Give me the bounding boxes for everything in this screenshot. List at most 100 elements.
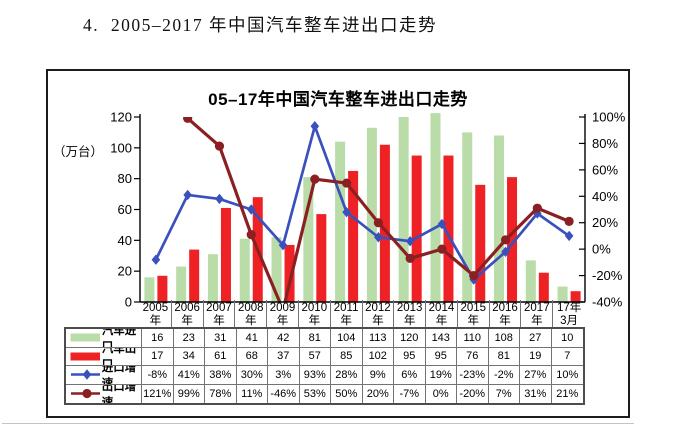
left-tick-label: 20 — [118, 264, 132, 279]
right-tick-label: 0% — [592, 242, 611, 257]
line-series-进口增速 — [151, 121, 574, 285]
diamond-marker — [437, 218, 447, 230]
x-category-cell: 2015 年 — [458, 300, 490, 327]
value-cell: 99% — [174, 384, 205, 403]
value-cell: 7 — [551, 348, 583, 366]
diamond-marker — [374, 232, 383, 243]
right-tick-label: 60% — [592, 162, 618, 177]
value-cell: 61 — [205, 347, 237, 366]
bar — [398, 117, 409, 302]
x-category-cell: 2005 年 — [140, 300, 172, 327]
circle-marker — [183, 117, 193, 123]
value-cell: 81 — [299, 329, 331, 348]
value-cell: 19 — [520, 347, 552, 366]
value-cell: 17 — [142, 347, 174, 366]
value-cell: -20% — [457, 384, 489, 403]
bar — [176, 266, 187, 302]
value-cell: 81 — [488, 347, 520, 366]
value-cell: 108 — [488, 329, 520, 348]
circle-marker — [469, 270, 479, 281]
circle-marker — [246, 230, 256, 240]
value-cell: 53% — [300, 384, 331, 403]
bar — [239, 238, 250, 302]
bar — [144, 277, 155, 302]
x-category-cell: 2009 年 — [267, 300, 299, 327]
x-category-cell: 17年 3月 — [556, 302, 582, 327]
circle-marker — [405, 253, 415, 263]
left-tick-label: 80 — [118, 171, 132, 186]
x-category-cell: 2017 年 — [521, 300, 554, 327]
value-cell: -23% — [457, 366, 489, 385]
bar — [411, 155, 422, 302]
bar — [284, 244, 295, 302]
value-cell: -8% — [142, 366, 174, 385]
left-tick-label: 60 — [118, 202, 132, 217]
circle-marker — [214, 141, 225, 151]
series-name: 汽车出口 — [101, 347, 137, 366]
diamond-marker — [501, 246, 510, 257]
bar — [303, 177, 314, 302]
circle-marker — [82, 389, 92, 399]
circle-marker — [532, 203, 542, 213]
value-cell: -46% — [268, 384, 300, 403]
trend-line — [154, 121, 570, 282]
value-cell: 41 — [236, 329, 268, 348]
value-cell: 28% — [331, 366, 363, 385]
value-cell: 50% — [331, 384, 363, 403]
legend-cell-出口增速: 出口增速 — [66, 384, 142, 404]
bar — [207, 254, 218, 302]
bar — [475, 184, 486, 302]
circle-marker — [342, 178, 352, 188]
diamond-marker — [246, 204, 256, 215]
line-series-出口增速 — [151, 85, 574, 302]
left-tick-label: 0 — [125, 295, 132, 310]
trend-line — [183, 117, 570, 302]
x-category-cell: 2013 年 — [394, 300, 427, 327]
value-cell: 120 — [394, 329, 426, 348]
page-heading: 4. 2005–2017 年中国汽车整车进出口走势 — [83, 15, 437, 35]
value-cell: 6% — [394, 366, 426, 385]
legend-cell-汽车进口: 汽车进口 — [66, 329, 142, 348]
value-cell: 93% — [299, 366, 331, 385]
series-name: 进口增速 — [101, 366, 137, 385]
right-tick-label: 80% — [592, 136, 618, 151]
x-category-cell: 2008 年 — [235, 300, 268, 327]
x-category-cell: 2016 年 — [490, 300, 522, 327]
value-cell: 121% — [142, 384, 174, 403]
value-cell: 38% — [205, 366, 237, 385]
right-tick-label: -20% — [592, 268, 623, 283]
bar-swatch-icon — [70, 333, 100, 342]
value-cell: 10 — [551, 329, 583, 348]
circle-marker — [151, 85, 160, 94]
x-category-cell: 2006 年 — [172, 300, 204, 327]
diamond-marker — [342, 206, 351, 218]
series-name: 出口增速 — [101, 384, 137, 404]
circle-marker — [564, 216, 574, 226]
bar-swatch-icon — [70, 352, 100, 361]
x-category-cell: 2007 年 — [204, 300, 236, 327]
bar — [157, 275, 168, 302]
value-cell: 143 — [425, 329, 457, 348]
chart-box: 05–17年中国汽车整车进出口走势 （万台） 120 100 80 60 40 20 0 10… — [46, 69, 630, 418]
series-name: 汽车进口 — [101, 329, 137, 348]
bar — [335, 141, 346, 302]
diamond-marker — [82, 369, 92, 380]
diamond-marker — [215, 193, 224, 205]
legend-cell-汽车出口: 汽车出口 — [66, 347, 142, 366]
value-cell: 16 — [142, 329, 174, 348]
scan-shadow-line — [2, 423, 634, 424]
value-cell: 68 — [236, 347, 268, 366]
axes — [139, 114, 586, 303]
bar — [430, 113, 441, 302]
right-tick-label: 100% — [592, 110, 626, 125]
diamond-marker — [183, 189, 192, 201]
diamond-line-swatch-icon — [71, 369, 100, 380]
circle-marker — [500, 235, 511, 245]
value-cell: 9% — [362, 366, 394, 385]
diamond-marker — [151, 254, 161, 265]
bar — [462, 132, 473, 302]
bar — [189, 249, 200, 302]
value-cell: 110 — [457, 329, 489, 348]
bar — [348, 170, 359, 302]
